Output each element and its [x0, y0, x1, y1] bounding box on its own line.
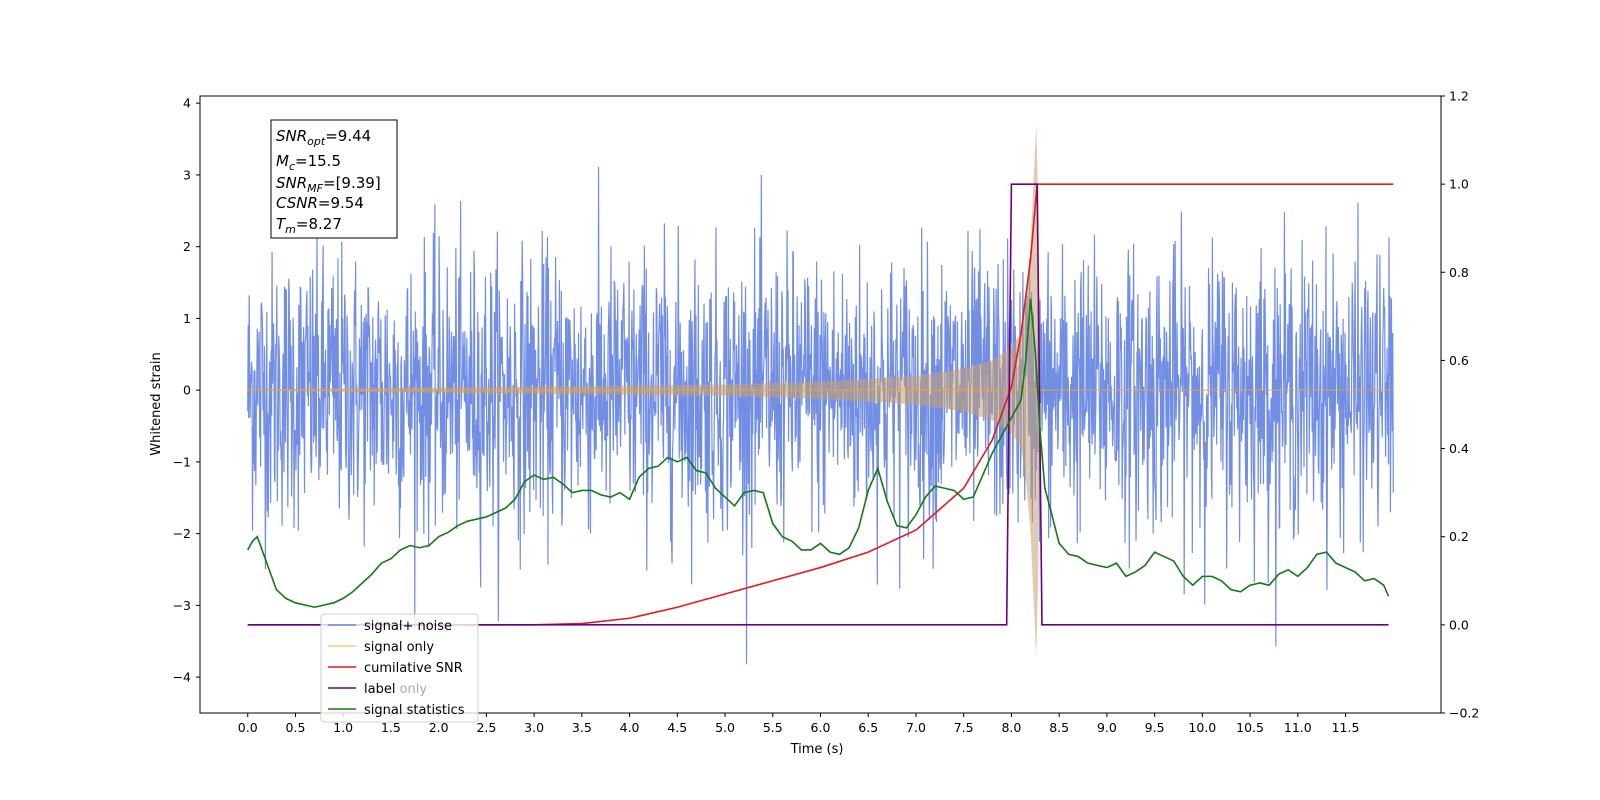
x-tick-label: 2.0: [429, 720, 449, 735]
label-series: [247, 183, 1389, 626]
x-tick-label: 6.0: [811, 720, 831, 735]
info-mc: Mc=15.5: [276, 152, 341, 173]
y-tick-label: −1: [173, 454, 191, 469]
x-tick-label: 8.5: [1049, 720, 1069, 735]
y-tick-label: −3: [173, 598, 191, 613]
y-axis-left: 4 3 2 1 0 −1 −2 −3 −4: [173, 96, 200, 685]
series-layer: [247, 123, 1394, 665]
x-tick-label: 11.5: [1332, 720, 1360, 735]
legend-label-backing: [363, 680, 397, 695]
legend-item-cumulative-snr: cumilative SNR: [328, 661, 463, 676]
y-tick-label: 4: [183, 96, 191, 111]
y-tick-label: 3: [183, 167, 191, 182]
info-csnr: CSNR=9.54: [276, 194, 364, 212]
info-snr-opt: SNRopt=9.44: [276, 127, 371, 148]
legend-label-signal-only: signal only: [364, 640, 434, 655]
legend-item-signal-only: signal only: [328, 640, 434, 655]
x-tick-label: 7.0: [906, 720, 926, 735]
y-axis-title: Whitened strain: [149, 352, 164, 455]
y2-tick-label: 0.4: [1449, 441, 1469, 456]
x-axis: 0.0 0.5 1.0 1.5 2.0 2.5 3.0 3.5 4.0 4.5 5.0 5.5 6.0 6…: [238, 713, 1360, 735]
signal-noise-series: [247, 166, 1394, 665]
legend-label-signal-noise: signal+ noise: [364, 619, 452, 634]
x-tick-label: 0.5: [286, 720, 306, 735]
y2-tick-label: 0.8: [1449, 265, 1469, 280]
x-tick-label: 5.5: [763, 720, 783, 735]
info-snr-mf: SNRMF=[9.39]: [276, 174, 381, 195]
x-tick-label: 5.0: [715, 720, 735, 735]
x-tick-label: 3.0: [524, 720, 544, 735]
x-tick-label: 2.5: [476, 720, 496, 735]
x-tick-label: 1.0: [333, 720, 353, 735]
x-tick-label: 3.5: [572, 720, 592, 735]
x-tick-label: 8.0: [1001, 720, 1021, 735]
x-tick-label: 0.0: [238, 720, 258, 735]
x-tick-label: 9.5: [1145, 720, 1165, 735]
x-axis-title: Time (s): [790, 742, 844, 757]
signal-statistics-series: [247, 298, 1390, 609]
x-tick-label: 4.5: [667, 720, 687, 735]
y2-tick-label: 1.0: [1449, 177, 1469, 192]
y2-tick-label: 0.0: [1449, 617, 1469, 632]
legend-label-signal-statistics: signal statistics: [364, 703, 465, 718]
legend-item-label: label: [328, 680, 397, 697]
info-box-frame: [270, 119, 398, 239]
y-tick-label: 1: [183, 311, 191, 326]
info-box: SNRopt=9.44 Mc=15.5 SNRMF=[9.39] CSNR=9.…: [270, 119, 398, 239]
legend-item-signal-statistics: signal statistics: [328, 703, 465, 718]
legend-item-signal-noise: signal+ noise: [328, 619, 452, 634]
y2-tick-label: −0.2: [1449, 706, 1479, 721]
y-tick-label: 2: [183, 239, 191, 254]
x-tick-label: 6.5: [858, 720, 878, 735]
x-tick-label: 4.0: [620, 720, 640, 735]
x-tick-label: 10.0: [1188, 720, 1216, 735]
x-tick-label: 1.5: [381, 720, 401, 735]
y-axis-right: 1.2 1.0 0.8 0.6 0.4 0.2 0.0 −0.2: [1441, 89, 1479, 721]
y2-tick-label: 1.2: [1449, 89, 1469, 104]
y2-tick-label: 0.2: [1449, 529, 1469, 544]
legend-frame: [320, 613, 479, 723]
cumulative-snr-series: [247, 183, 1394, 626]
x-tick-label: 7.5: [954, 720, 974, 735]
legend-label-label: label: [364, 682, 395, 697]
y-tick-label: −2: [173, 526, 191, 541]
info-tm: Tm=8.27: [276, 215, 342, 236]
x-tick-label: 11.0: [1284, 720, 1312, 735]
x-tick-label: 9.0: [1097, 720, 1117, 735]
y-tick-label: 0: [183, 383, 191, 398]
legend: signal+ noise signal only cumilative SNR…: [320, 613, 479, 723]
y-tick-label: −4: [173, 670, 191, 685]
legend-label-cumulative-snr: cumilative SNR: [364, 661, 463, 676]
x-tick-label: 10.5: [1236, 720, 1264, 735]
y2-tick-label: 0.6: [1449, 353, 1469, 368]
